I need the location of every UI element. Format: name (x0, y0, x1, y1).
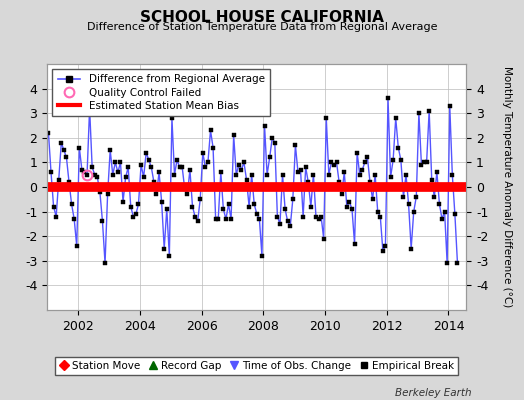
Text: Difference of Station Temperature Data from Regional Average: Difference of Station Temperature Data f… (87, 22, 437, 32)
Y-axis label: Monthly Temperature Anomaly Difference (°C): Monthly Temperature Anomaly Difference (… (503, 66, 512, 308)
Text: Berkeley Earth: Berkeley Earth (395, 388, 472, 398)
Legend: Station Move, Record Gap, Time of Obs. Change, Empirical Break: Station Move, Record Gap, Time of Obs. C… (55, 356, 458, 375)
Text: SCHOOL HOUSE CALIFORNIA: SCHOOL HOUSE CALIFORNIA (140, 10, 384, 25)
